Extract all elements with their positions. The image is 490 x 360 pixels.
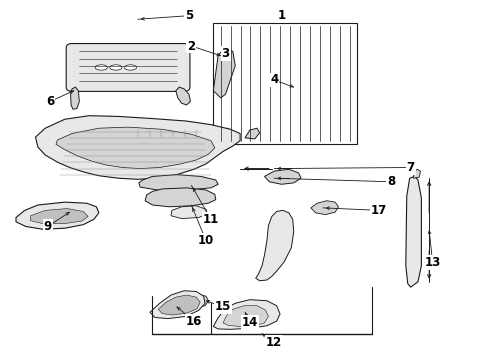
- Polygon shape: [256, 210, 294, 281]
- Polygon shape: [311, 201, 339, 215]
- Text: 16: 16: [186, 315, 202, 328]
- Polygon shape: [223, 306, 269, 327]
- Polygon shape: [145, 188, 216, 207]
- Polygon shape: [245, 128, 260, 139]
- Ellipse shape: [110, 65, 122, 70]
- Polygon shape: [213, 48, 235, 98]
- Polygon shape: [171, 206, 207, 219]
- Polygon shape: [158, 295, 200, 315]
- Text: 10: 10: [198, 234, 214, 247]
- Polygon shape: [139, 175, 218, 190]
- Text: 2: 2: [187, 40, 196, 53]
- Polygon shape: [406, 176, 421, 287]
- Polygon shape: [265, 169, 301, 184]
- Text: 11: 11: [203, 213, 219, 226]
- Text: 13: 13: [424, 256, 441, 269]
- Text: 4: 4: [270, 73, 278, 86]
- FancyBboxPatch shape: [66, 44, 190, 91]
- Text: 17: 17: [371, 204, 387, 217]
- Polygon shape: [187, 295, 208, 308]
- Ellipse shape: [124, 65, 137, 70]
- Text: 14: 14: [242, 316, 258, 329]
- Text: 9: 9: [44, 220, 52, 233]
- Text: 1: 1: [277, 9, 286, 22]
- Polygon shape: [71, 87, 79, 109]
- Ellipse shape: [95, 65, 107, 70]
- Text: 5: 5: [185, 9, 193, 22]
- Polygon shape: [16, 202, 99, 229]
- Text: 3: 3: [221, 47, 230, 60]
- Text: 8: 8: [387, 175, 395, 188]
- Polygon shape: [56, 127, 215, 168]
- Text: 6: 6: [46, 95, 54, 108]
- Polygon shape: [176, 87, 191, 105]
- Polygon shape: [413, 169, 420, 178]
- Text: 12: 12: [266, 336, 282, 349]
- Text: 15: 15: [215, 300, 231, 313]
- Polygon shape: [35, 116, 240, 179]
- Polygon shape: [213, 300, 280, 329]
- Text: 7: 7: [407, 161, 415, 174]
- Polygon shape: [150, 291, 205, 319]
- Polygon shape: [216, 128, 230, 138]
- Polygon shape: [30, 208, 88, 224]
- Bar: [213, 23, 357, 144]
